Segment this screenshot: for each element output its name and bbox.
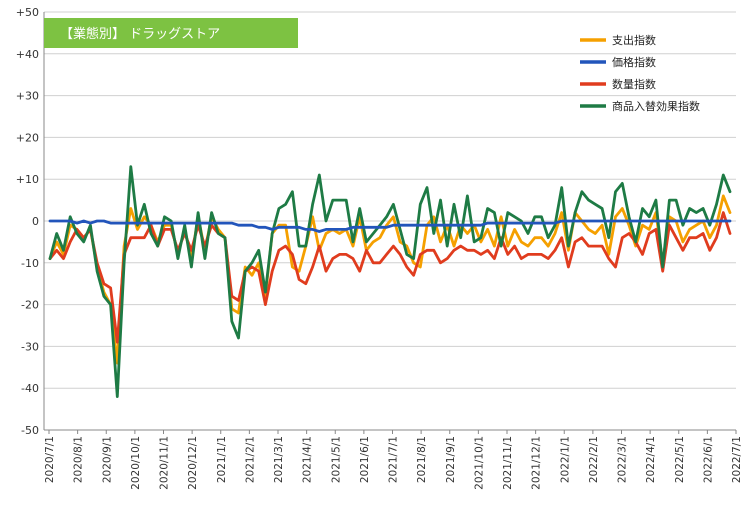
y-tick-label: -10: [21, 257, 39, 270]
x-tick-label: 2021/8/1: [416, 436, 428, 483]
x-tick-label: 2020/10/1: [130, 436, 142, 490]
y-tick-label: -30: [21, 340, 39, 353]
x-tick-label: 2022/6/1: [702, 436, 714, 483]
x-tick-label: 2022/7/1: [731, 436, 742, 483]
y-tick-label: +30: [16, 90, 39, 103]
y-tick-label: +40: [16, 48, 39, 61]
x-tick-label: 2021/12/1: [531, 436, 543, 490]
series-line-1: [48, 219, 732, 233]
chart-title-box: 【業態別】 ドラッグストア: [44, 18, 298, 48]
legend-label: 数量指数: [612, 77, 656, 91]
title-background: [44, 18, 298, 48]
y-tick-label: +20: [16, 131, 39, 144]
x-tick-label: 2022/5/1: [674, 436, 686, 483]
series-line-2: [48, 211, 732, 344]
x-tick-label: 2021/7/1: [388, 436, 400, 483]
x-tick-label: 2020/9/1: [101, 436, 113, 483]
y-tick-label: -50: [21, 424, 39, 437]
axes: +50 +40 +30 +20 +10 0 -10 -20 -30 -40 -50 2020/7/1 2…: [16, 6, 742, 490]
legend-label: 価格指数: [612, 55, 656, 69]
x-tick-label: 2020/12/1: [187, 436, 199, 490]
x-tick-label: 2021/11/1: [502, 436, 514, 490]
series-line-0: [48, 194, 732, 365]
x-tick-label: 2020/7/1: [44, 436, 56, 483]
x-tick-label: 2021/6/1: [359, 436, 371, 483]
x-tick-label: 2022/4/1: [645, 436, 657, 483]
x-tick-label: 2021/5/1: [330, 436, 342, 483]
y-tick-label: -20: [21, 299, 39, 312]
chart-title: 【業態別】 ドラッグストア: [60, 26, 220, 42]
x-tick-label: 2020/8/1: [73, 436, 85, 483]
x-tick-label: 2022/1/1: [559, 436, 571, 483]
series-lines: [48, 165, 732, 399]
x-tick-label: 2022/2/1: [588, 436, 600, 483]
x-tick-label: 2020/11/1: [159, 436, 171, 490]
x-tick-label: 2021/2/1: [244, 436, 256, 483]
x-tick-label: 2021/9/1: [445, 436, 457, 483]
x-tick-label: 2021/3/1: [273, 436, 285, 483]
y-tick-label: +10: [16, 173, 39, 186]
x-tick-label: 2021/4/1: [302, 436, 314, 483]
x-tick-label: 2021/1/1: [216, 436, 228, 483]
series-line-3: [48, 165, 732, 399]
y-tick-label: -40: [21, 382, 39, 395]
y-tick-label: +50: [16, 6, 39, 19]
legend-label: 支出指数: [612, 33, 656, 47]
x-tick-label: 2022/3/1: [617, 436, 629, 483]
x-tick-label: 2021/10/1: [473, 436, 485, 490]
y-tick-label: 0: [32, 215, 39, 228]
legend-label: 商品入替効果指数: [612, 99, 700, 113]
